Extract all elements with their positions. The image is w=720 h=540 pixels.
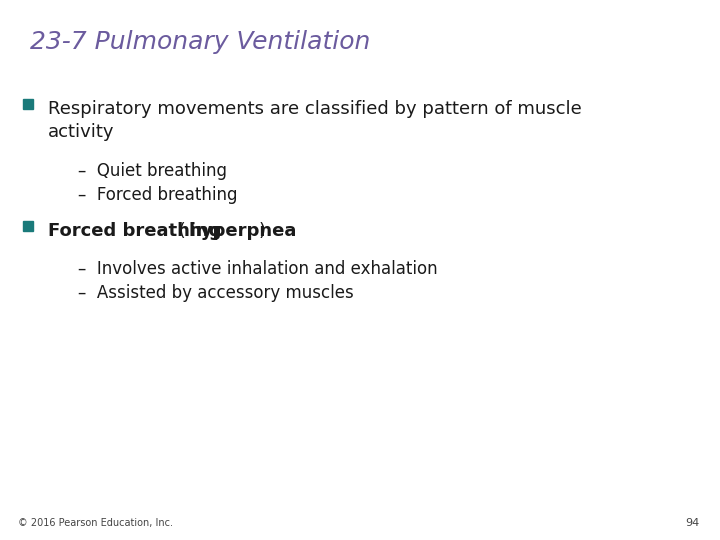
Text: Respiratory movements are classified by pattern of muscle
activity: Respiratory movements are classified by … xyxy=(48,100,582,141)
Text: 23-7 Pulmonary Ventilation: 23-7 Pulmonary Ventilation xyxy=(30,30,370,54)
Text: hyperpnea: hyperpnea xyxy=(189,222,297,240)
Text: © 2016 Pearson Education, Inc.: © 2016 Pearson Education, Inc. xyxy=(18,518,173,528)
Text: –  Forced breathing: – Forced breathing xyxy=(78,186,238,204)
Text: Forced breathing: Forced breathing xyxy=(48,222,222,240)
Text: –  Assisted by accessory muscles: – Assisted by accessory muscles xyxy=(78,284,354,302)
Text: –  Quiet breathing: – Quiet breathing xyxy=(78,162,227,180)
Text: 94: 94 xyxy=(685,518,700,528)
Text: ): ) xyxy=(258,222,266,240)
Text: –  Involves active inhalation and exhalation: – Involves active inhalation and exhalat… xyxy=(78,260,438,278)
Text: Forced breathing (hyperpnea): Forced breathing (hyperpnea) xyxy=(48,222,353,240)
Text: (: ( xyxy=(173,222,186,240)
